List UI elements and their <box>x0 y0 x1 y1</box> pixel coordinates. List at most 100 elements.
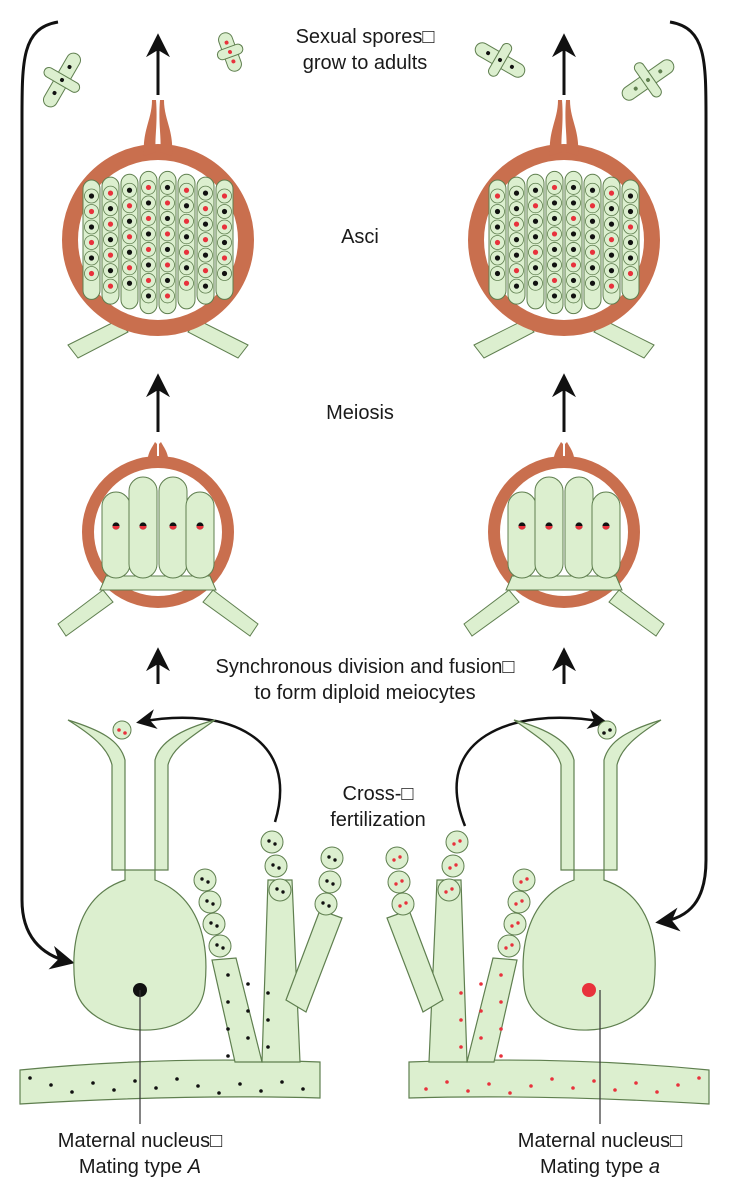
conidium-nucleus <box>327 904 331 908</box>
ascospore-nucleus <box>221 255 228 261</box>
cross-arrow-left <box>136 709 282 823</box>
mating-type-a-letter: a <box>648 1156 661 1178</box>
ascospore-nucleus <box>221 208 228 215</box>
ascospore-nucleus <box>608 237 615 243</box>
spore-nucleus <box>228 50 232 54</box>
mating-type-A-line: Mating type A <box>40 1154 240 1180</box>
ascospore-nucleus <box>202 206 209 212</box>
conidium-nucleus <box>275 887 279 891</box>
hypha-nucleus <box>217 1091 221 1095</box>
conidium-nucleus <box>333 858 337 862</box>
conidium-nucleus <box>273 842 277 846</box>
ascospore-nucleus <box>570 293 577 299</box>
ascospore-nucleus <box>202 268 209 274</box>
ascospore-nucleus <box>107 190 114 196</box>
ascospore-nucleus <box>183 280 190 286</box>
ascospore-nucleus <box>183 218 190 224</box>
hypha-nucleus <box>280 1080 284 1084</box>
ascospore-nucleus <box>532 265 539 271</box>
perithecium-neck <box>549 100 563 156</box>
conidium-nucleus <box>215 924 219 928</box>
ascospore-nucleus <box>107 221 114 227</box>
ascospore-nucleus <box>202 221 209 227</box>
diploid-nucleus-half <box>169 526 177 530</box>
spore-nucleus <box>658 69 663 74</box>
spore-nucleus <box>509 64 514 69</box>
diploid-nucleus-half <box>545 526 553 530</box>
bottom-structure <box>385 719 710 1105</box>
ascospore-nucleus <box>164 200 171 206</box>
meiocyte <box>101 491 131 579</box>
synchronous-line2: to form diploid meiocytes <box>254 682 476 704</box>
ascospore-nucleus <box>145 277 152 284</box>
ascospore-nucleus <box>551 262 558 268</box>
conidium-nucleus <box>602 731 606 735</box>
ascospore-nucleus <box>608 283 615 289</box>
meiocyte-leg <box>608 589 665 637</box>
conidium <box>112 720 132 740</box>
ascospore-nucleus <box>532 234 539 240</box>
ascospore-nucleus <box>145 231 152 237</box>
hypha-nucleus <box>466 1089 470 1093</box>
hypha-nucleus <box>529 1084 533 1088</box>
branch-nucleus <box>499 973 503 977</box>
conidium <box>507 890 531 914</box>
diploid-nucleus-half <box>602 526 610 530</box>
synchronous-division-label: Synchronous division and fusion□ to form… <box>195 654 535 706</box>
diploid-nucleus-half <box>518 526 526 530</box>
branch-nucleus <box>246 982 250 986</box>
conidium-nucleus <box>211 902 215 906</box>
meiocyte <box>591 491 621 579</box>
conidium-nucleus <box>206 880 210 884</box>
ascospore-nucleus <box>513 221 520 227</box>
conidium-nucleus <box>327 855 331 859</box>
spore-nucleus <box>486 51 491 56</box>
branch-nucleus <box>226 973 230 977</box>
branch-nucleus <box>479 982 483 986</box>
ascospore-nucleus <box>513 190 520 196</box>
conidium <box>264 854 288 878</box>
ascospore-nucleus <box>221 193 228 199</box>
ascospore-nucleus <box>570 246 577 253</box>
spore <box>216 32 244 72</box>
hypha-nucleus <box>259 1089 263 1093</box>
ascospore-nucleus <box>145 215 152 222</box>
ascospore-nucleus <box>532 203 539 209</box>
conidium-nucleus <box>271 863 275 867</box>
spore-nucleus <box>60 78 64 82</box>
ascospore-nucleus <box>627 239 634 246</box>
ascospore-nucleus <box>126 218 133 224</box>
branch-nucleus <box>266 1045 270 1049</box>
spore-nucleus <box>231 59 236 64</box>
maternal-nucleus-a-label: Maternal nucleus□ Mating type a <box>500 1128 700 1180</box>
diploid-nucleus-half <box>196 526 204 530</box>
conidium <box>512 868 536 892</box>
conidium <box>198 890 222 914</box>
spore <box>474 42 526 78</box>
ascospore-nucleus <box>627 208 634 215</box>
conidium <box>193 868 217 892</box>
protoperithecium-mating-type-a <box>385 719 710 1105</box>
conidium-nucleus <box>504 946 508 950</box>
ascospore-nucleus <box>570 262 577 268</box>
basal-hypha <box>408 1059 710 1105</box>
conidium-nucleus <box>448 866 452 870</box>
perithecium-wall <box>468 144 660 336</box>
diploid-nucleus-half <box>139 526 147 530</box>
hypha-nucleus <box>424 1087 428 1091</box>
hypha-nucleus <box>676 1083 680 1087</box>
hypha-nucleus <box>697 1076 701 1080</box>
sexual-spores-line2: grow to adults <box>302 52 428 74</box>
ascospore-nucleus <box>183 234 190 240</box>
branch-nucleus <box>266 1018 270 1022</box>
ascus-leg <box>67 319 129 359</box>
ascospore-nucleus <box>221 224 228 230</box>
ascospore-nucleus <box>202 283 209 289</box>
ascospore-nucleus <box>589 187 596 193</box>
ascospore-nucleus <box>88 239 95 246</box>
conidium-nucleus <box>392 858 396 862</box>
hypha-nucleus <box>508 1091 512 1095</box>
branch-nucleus <box>499 1027 503 1031</box>
conidiophore-branch <box>285 909 343 1013</box>
right-return-arrow <box>655 20 708 932</box>
